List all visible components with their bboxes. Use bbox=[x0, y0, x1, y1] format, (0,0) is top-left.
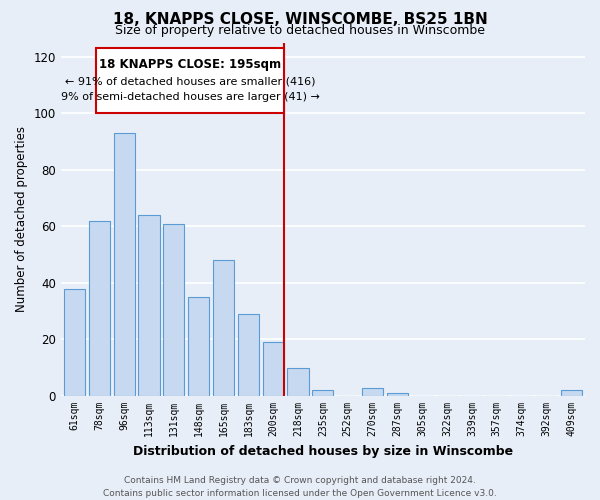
Bar bbox=[362, 388, 383, 396]
Bar bbox=[313, 390, 334, 396]
Bar bbox=[163, 224, 184, 396]
Text: Size of property relative to detached houses in Winscombe: Size of property relative to detached ho… bbox=[115, 24, 485, 37]
Bar bbox=[89, 220, 110, 396]
Bar bbox=[263, 342, 284, 396]
Bar bbox=[287, 368, 308, 396]
Bar bbox=[238, 314, 259, 396]
Text: 18 KNAPPS CLOSE: 195sqm: 18 KNAPPS CLOSE: 195sqm bbox=[99, 58, 281, 71]
Bar bbox=[387, 393, 408, 396]
X-axis label: Distribution of detached houses by size in Winscombe: Distribution of detached houses by size … bbox=[133, 444, 513, 458]
Text: ← 91% of detached houses are smaller (416): ← 91% of detached houses are smaller (41… bbox=[65, 76, 315, 86]
FancyBboxPatch shape bbox=[95, 48, 284, 113]
Bar bbox=[64, 288, 85, 396]
Bar bbox=[213, 260, 234, 396]
Bar bbox=[139, 215, 160, 396]
Bar bbox=[188, 297, 209, 396]
Bar bbox=[561, 390, 582, 396]
Y-axis label: Number of detached properties: Number of detached properties bbox=[15, 126, 28, 312]
Text: Contains HM Land Registry data © Crown copyright and database right 2024.
Contai: Contains HM Land Registry data © Crown c… bbox=[103, 476, 497, 498]
Text: 9% of semi-detached houses are larger (41) →: 9% of semi-detached houses are larger (4… bbox=[61, 92, 319, 102]
Bar bbox=[113, 133, 135, 396]
Text: 18, KNAPPS CLOSE, WINSCOMBE, BS25 1BN: 18, KNAPPS CLOSE, WINSCOMBE, BS25 1BN bbox=[113, 12, 487, 28]
